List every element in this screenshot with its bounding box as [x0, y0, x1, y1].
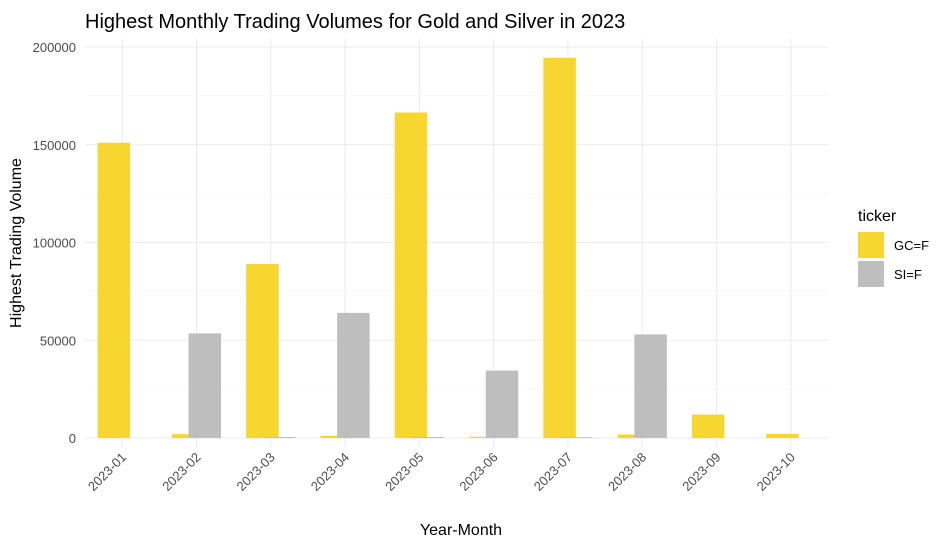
- x-tick-label: 2023-03: [234, 450, 278, 494]
- bar-gc-f-2023-06: [469, 436, 502, 438]
- y-tick-label: 50000: [40, 333, 76, 348]
- bar-gc-f-2023-01: [97, 142, 131, 439]
- x-tick-label: 2023-10: [754, 450, 798, 494]
- bar-si-f-2023-06: [485, 370, 519, 438]
- bar-gc-f-2023-04: [320, 435, 353, 438]
- bar-gc-f-2023-10: [766, 433, 799, 438]
- bar-gc-f-2023-02: [171, 434, 205, 438]
- bar-gc-f-2023-05: [394, 112, 428, 439]
- x-tick-label: 2023-02: [159, 450, 203, 494]
- chart-title: Highest Monthly Trading Volumes for Gold…: [85, 11, 625, 33]
- x-tick-label: 2023-01: [85, 450, 129, 494]
- x-tick-label: 2023-09: [679, 450, 723, 494]
- x-tick-label: 2023-08: [605, 450, 649, 494]
- bar-si-f-2023-03: [262, 437, 296, 438]
- x-axis-title: Year-Month: [420, 522, 502, 539]
- bar-si-f-2023-08: [634, 334, 667, 438]
- x-tick-label: 2023-04: [308, 450, 352, 494]
- bar-si-f-2023-07: [560, 437, 593, 438]
- y-axis-title: Highest Trading Volume: [8, 158, 25, 328]
- bar-si-f-2023-02: [188, 333, 222, 438]
- legend-label: GC=F: [894, 238, 929, 253]
- y-tick-label: 150000: [33, 138, 76, 153]
- y-tick-label: 100000: [33, 236, 76, 251]
- legend: ticker GC=F SI=F: [858, 208, 929, 287]
- bars: [97, 57, 799, 439]
- y-axis: 0 50000 100000 150000 200000: [33, 40, 76, 446]
- bar-gc-f-2023-08: [617, 434, 651, 438]
- legend-key: [858, 232, 884, 258]
- legend-label: SI=F: [894, 267, 922, 282]
- bar-si-f-2023-05: [411, 437, 444, 438]
- x-tick-label: 2023-05: [382, 450, 426, 494]
- x-tick-label: 2023-06: [456, 450, 500, 494]
- legend-key: [858, 261, 884, 287]
- y-tick-label: 200000: [33, 40, 76, 55]
- x-axis: 2023-01 2023-02 2023-03 2023-04 2023-05 2023-…: [85, 450, 798, 494]
- bar-si-f-2023-04: [337, 312, 370, 438]
- x-tick-label: 2023-07: [531, 450, 575, 494]
- bar-gc-f-2023-09: [691, 414, 725, 438]
- legend-title: ticker: [858, 208, 897, 225]
- bar-gc-f-2023-07: [543, 57, 576, 438]
- bar-gc-f-2023-03: [246, 264, 279, 438]
- y-tick-label: 0: [69, 431, 76, 446]
